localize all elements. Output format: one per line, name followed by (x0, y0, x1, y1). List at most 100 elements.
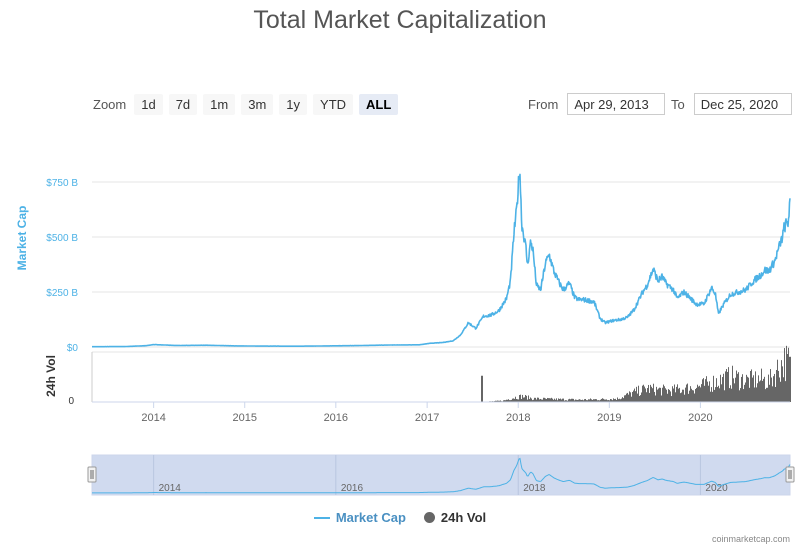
volume-bar (664, 386, 665, 402)
navigator-right-handle[interactable] (785, 466, 795, 483)
volume-bar (587, 400, 588, 402)
volume-bar (724, 390, 725, 402)
volume-bar (695, 389, 696, 402)
navigator[interactable]: 2014 2016 2018 2020 (87, 454, 795, 496)
volume-bar (662, 387, 663, 402)
zoom-7d-button[interactable]: 7d (168, 94, 198, 115)
volume-bars (481, 345, 791, 402)
volume-bar (562, 398, 563, 402)
volume-bar (720, 374, 721, 402)
volume-bar (580, 399, 581, 402)
volume-bar (712, 391, 713, 402)
volume-bar (644, 386, 645, 402)
volume-bar (579, 399, 580, 402)
from-date-input[interactable] (567, 93, 666, 115)
y-axis-label: Market Cap (15, 206, 29, 271)
volume-bar (679, 387, 680, 402)
volume-bar (495, 400, 496, 402)
volume-bar (592, 399, 593, 402)
volume-bar (749, 387, 750, 402)
volume-bar (536, 399, 537, 402)
volume-bar (714, 389, 715, 402)
chart-grid (91, 181, 790, 402)
volume-bar (603, 398, 604, 402)
volume-bar (632, 391, 633, 402)
volume-bar (523, 397, 524, 402)
volume-bar (659, 387, 660, 402)
zoom-1y-button[interactable]: 1y (279, 94, 308, 115)
volume-bar (551, 397, 552, 402)
volume-bar (598, 400, 599, 402)
volume-bar (639, 395, 640, 402)
volume-bar (683, 389, 684, 402)
volume-bar (786, 345, 787, 402)
volume-bar (768, 374, 769, 402)
volume-bar (740, 388, 741, 402)
volume-bar (591, 399, 592, 402)
volume-bar (739, 390, 740, 402)
volume-bar (589, 399, 590, 402)
volume-bar (657, 389, 658, 402)
zoom-label: Zoom (93, 97, 127, 112)
volume-bar (677, 384, 678, 402)
volume-bar (771, 377, 772, 402)
volume-bar (700, 387, 701, 402)
zoom-1m-button[interactable]: 1m (203, 94, 236, 115)
volume-bar (646, 392, 647, 402)
volume-bar (684, 394, 685, 402)
zoom-3m-button[interactable]: 3m (241, 94, 274, 115)
volume-bar (625, 395, 626, 402)
volume-bar (595, 399, 596, 402)
volume-bar (789, 356, 790, 402)
volume-bar (588, 399, 589, 402)
volume-bar (628, 394, 629, 402)
volume-bar (705, 379, 706, 402)
volume-bar (553, 399, 554, 402)
volume-bar (781, 360, 782, 402)
volume-bar (528, 395, 529, 402)
volume-bar (687, 383, 688, 402)
volume-bar (594, 399, 595, 402)
zoom-1d-button[interactable]: 1d (134, 94, 163, 115)
zoom-all-button[interactable]: ALL (359, 94, 399, 115)
volume-bar (752, 377, 753, 402)
volume-bar (707, 381, 708, 402)
volume-bar (743, 389, 744, 402)
volume-bar (544, 397, 545, 402)
volume-bar (762, 380, 763, 402)
from-label: From (528, 96, 559, 112)
volume-bar (653, 383, 654, 402)
volume-bar (703, 378, 704, 402)
volume-bar (785, 381, 786, 402)
volume-bar (642, 385, 643, 402)
volume-bar (509, 400, 510, 402)
volume-bar (606, 399, 607, 402)
volume-bar (688, 393, 689, 402)
volume-bar (763, 378, 764, 402)
volume-bar (526, 395, 527, 402)
volume-bar (759, 381, 760, 402)
navigator-line (92, 457, 791, 494)
volume-bar (783, 377, 784, 402)
legend-volume[interactable]: 24h Vol (423, 510, 487, 525)
volume-bar (578, 399, 579, 402)
volume-bar (619, 398, 620, 402)
volume-bar (764, 376, 765, 402)
volume-bar (719, 388, 720, 402)
to-date-input[interactable] (693, 93, 792, 115)
volume-bar (697, 384, 698, 402)
legend-volume-label: 24h Vol (440, 510, 487, 525)
volume-bar (641, 392, 642, 402)
volume-bar (638, 385, 639, 402)
chart-title: Total Market Capitalization (253, 6, 547, 34)
legend-market-cap[interactable]: Market Cap (313, 510, 406, 525)
volume-bar (508, 399, 509, 402)
volume-bar (611, 399, 612, 402)
volume-bar (668, 389, 669, 402)
navigator-left-handle[interactable] (87, 466, 97, 483)
credit-link[interactable]: coinmarketcap.com (711, 534, 790, 544)
zoom-ytd-button[interactable]: YTD (313, 94, 354, 115)
navigator-tick-label: 2014 (159, 483, 182, 494)
volume-bar (779, 377, 780, 402)
volume-bar (630, 392, 631, 402)
